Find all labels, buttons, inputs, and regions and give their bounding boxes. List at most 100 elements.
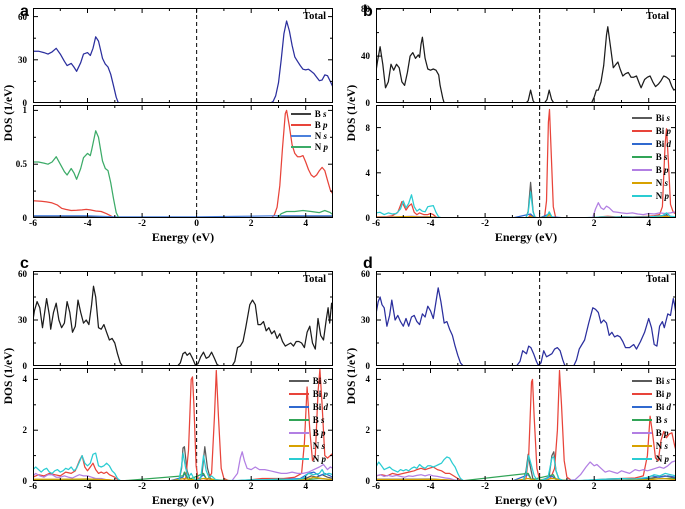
total-dos-subplot: 0 30 60 Total <box>18 269 333 371</box>
legend-label: B p <box>655 164 669 175</box>
legend-label: Bi d <box>312 401 328 412</box>
legend-label: B p <box>655 427 669 438</box>
series-total <box>376 26 676 103</box>
series-n-p <box>33 130 333 218</box>
legend-line-swatch <box>631 418 652 421</box>
legend-item: Bi d <box>631 400 671 413</box>
legend-label: N p <box>314 141 328 152</box>
legend-line-swatch <box>631 194 652 197</box>
legend-line-swatch <box>288 405 309 408</box>
legend-line-swatch <box>631 168 652 171</box>
partial-dos-chart <box>33 105 333 218</box>
legend-line-swatch <box>290 145 311 148</box>
legend-line-swatch <box>631 129 652 132</box>
y-tick-label: 0 <box>365 98 371 108</box>
legend-line-swatch <box>631 405 652 408</box>
legend-item: Bi p <box>288 387 328 400</box>
panel-letter-b: b <box>363 3 373 20</box>
legend-item: Bi s <box>631 111 671 124</box>
axis-frame <box>376 8 676 103</box>
x-tick-label: 2 <box>591 219 597 229</box>
axis-frame <box>376 368 676 481</box>
axis-frame <box>376 105 676 218</box>
legend-label: Bi p <box>655 388 671 399</box>
legend: Bi s Bi p Bi d B s B p N s N p <box>288 374 328 465</box>
y-tick-label: 0 <box>365 361 371 371</box>
partial-dos-subplot: 0 4 8 Bi s Bi p Bi d B s B p N s N p <box>366 105 676 223</box>
total-dos-chart <box>33 271 333 366</box>
x-tick-label: 0 <box>194 482 199 492</box>
legend-item: N p <box>290 141 328 152</box>
legend-line-swatch <box>631 457 652 460</box>
axis-frame <box>33 8 333 103</box>
y-tick-label: 4 <box>365 167 371 178</box>
total-series-label: Total <box>646 274 669 285</box>
x-tick-label: -4 <box>83 482 92 492</box>
legend-item: Bi p <box>631 124 671 137</box>
total-dos-subplot: 0 40 80 Total <box>361 4 676 108</box>
x-tick-label: 4 <box>646 219 652 229</box>
legend-item: Bi d <box>288 400 328 413</box>
series-b-p <box>376 460 676 481</box>
y-tick-label: 2 <box>365 425 371 436</box>
legend-line-swatch <box>631 142 652 145</box>
partial-dos-chart <box>376 105 676 218</box>
legend-item: B p <box>290 119 328 130</box>
legend-line-swatch <box>288 431 309 434</box>
series-bi-p <box>376 369 676 481</box>
x-tick-label: 2 <box>248 219 254 229</box>
y-tick-label: 60 <box>361 269 370 280</box>
panel-letter-a: a <box>20 3 29 20</box>
legend-label: N s <box>655 440 668 451</box>
legend-label: Bi d <box>655 401 671 412</box>
legend-label: N p <box>655 453 669 464</box>
series-total <box>33 20 333 103</box>
legend-line-swatch <box>631 431 652 434</box>
x-tick-label: 0 <box>537 482 542 492</box>
partial-dos-chart <box>33 368 333 481</box>
x-axis-ticks: -6 -4 -2 0 2 4 <box>372 218 676 230</box>
axis-frame <box>33 368 333 481</box>
legend-item: B s <box>288 413 328 426</box>
y-tick-label: 1 <box>22 105 28 116</box>
legend-item: B p <box>631 426 671 439</box>
legend-item: N p <box>288 452 328 465</box>
total-dos-subplot: 0 30 60 Total <box>18 8 333 108</box>
x-tick-label: 4 <box>303 219 309 229</box>
legend-item: N s <box>288 439 328 452</box>
y-tick-label: 60 <box>18 269 27 280</box>
legend-line-swatch <box>290 134 311 137</box>
total-dos-chart <box>376 271 676 366</box>
y-axis-ticks: 0 2 4 <box>2 368 30 486</box>
x-axis-title: Energy (eV) <box>494 493 558 507</box>
y-tick-label: 60 <box>18 11 27 22</box>
total-series-label: Total <box>646 11 669 22</box>
legend-line-swatch <box>288 418 309 421</box>
y-tick-label: 2 <box>22 425 28 436</box>
legend: Bi s Bi p Bi d B s B p N s N p <box>631 111 671 202</box>
series-total <box>33 285 333 366</box>
y-tick-label: 0 <box>22 98 28 108</box>
x-tick-label: 0 <box>194 219 199 229</box>
y-tick-label: 8 <box>365 122 371 133</box>
legend-line-swatch <box>631 392 652 395</box>
y-axis-ticks: 0 30 60 <box>2 269 30 371</box>
total-dos-subplot: 0 30 60 Total <box>361 269 676 371</box>
x-tick-label: -6 <box>372 219 380 229</box>
x-tick-label: 2 <box>248 482 254 492</box>
x-axis-title: Energy (eV) <box>494 230 558 244</box>
y-tick-label: 0.5 <box>15 159 27 170</box>
legend-label: B s <box>655 414 668 425</box>
x-axis-title: Energy (eV) <box>151 230 215 244</box>
y-axis-ticks: 0 0.5 1 <box>2 105 30 223</box>
legend-label: Bi d <box>655 138 671 149</box>
x-tick-label: -6 <box>29 219 37 229</box>
x-tick-label: -4 <box>426 482 435 492</box>
y-axis-ticks: 0 30 60 <box>345 269 373 371</box>
y-tick-label: 30 <box>18 54 27 65</box>
legend-item: N s <box>631 439 671 452</box>
